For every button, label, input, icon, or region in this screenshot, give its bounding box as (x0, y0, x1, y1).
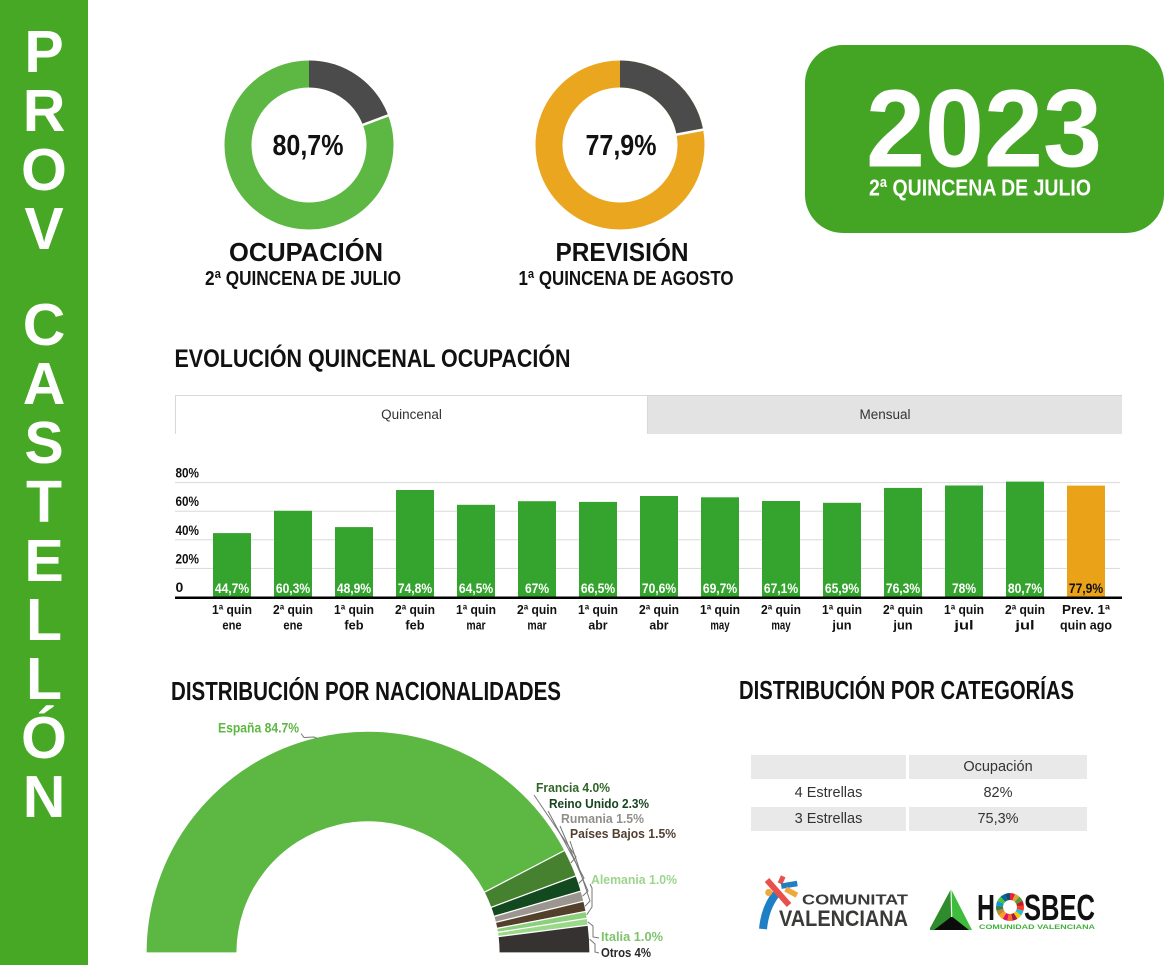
svg-text:Otros 4%: Otros 4% (601, 945, 651, 960)
svg-text:ene: ene (222, 618, 241, 633)
svg-text:69,7%: 69,7% (703, 581, 738, 597)
svg-text:74,8%: 74,8% (398, 581, 433, 597)
svg-text:EVOLUCIÓN QUINCENAL OCUPACIÓN: EVOLUCIÓN QUINCENAL OCUPACIÓN (175, 343, 571, 373)
svg-text:may: may (710, 618, 730, 633)
svg-text:2ª quin: 2ª quin (517, 602, 557, 617)
svg-text:Italia 1.0%: Italia 1.0% (601, 929, 663, 944)
svg-text:65,9%: 65,9% (825, 581, 860, 597)
svg-text:mar: mar (466, 618, 485, 633)
svg-text:1ª quin: 1ª quin (456, 602, 496, 617)
svg-text:Prev. 1ª: Prev. 1ª (1062, 602, 1110, 617)
svg-text:2ª QUINCENA DE JULIO: 2ª QUINCENA DE JULIO (205, 268, 401, 290)
svg-text:Alemania 1.0%: Alemania 1.0% (591, 872, 677, 887)
svg-text:VALENCIANA: VALENCIANA (779, 906, 908, 931)
svg-text:DISTRIBUCIÓN POR CATEGORÍAS: DISTRIBUCIÓN POR CATEGORÍAS (739, 675, 1074, 705)
svg-text:España 84.7%: España 84.7% (218, 720, 299, 736)
svg-text:78%: 78% (952, 581, 976, 597)
svg-text:77,9%: 77,9% (586, 130, 657, 162)
svg-text:77,9%: 77,9% (1069, 581, 1104, 597)
svg-text:COMUNIDAD VALENCIANA: COMUNIDAD VALENCIANA (979, 924, 1096, 931)
svg-text:Reino Unido 2.3%: Reino Unido 2.3% (549, 796, 649, 811)
svg-text:jun: jun (831, 618, 851, 633)
svg-text:1ª quin: 1ª quin (944, 602, 984, 617)
svg-text:2ª quin: 2ª quin (639, 602, 679, 617)
svg-text:76,3%: 76,3% (886, 581, 921, 597)
svg-text:2023: 2023 (866, 68, 1102, 191)
svg-text:1ª quin: 1ª quin (700, 602, 740, 617)
svg-text:2ª quin: 2ª quin (883, 602, 923, 617)
svg-text:may: may (771, 618, 791, 633)
svg-text:2ª quin: 2ª quin (1005, 602, 1045, 617)
svg-text:Rumania 1.5%: Rumania 1.5% (561, 811, 644, 826)
svg-text:Países Bajos 1.5%: Países Bajos 1.5% (570, 826, 676, 841)
svg-text:mar: mar (527, 618, 546, 633)
svg-text:COMUNITAT: COMUNITAT (802, 893, 908, 909)
svg-text:60%: 60% (176, 493, 200, 509)
svg-text:20%: 20% (176, 550, 200, 566)
svg-text:44,7%: 44,7% (215, 581, 250, 597)
svg-text:OCUPACIÓN: OCUPACIÓN (229, 237, 383, 267)
svg-text:jul: jul (953, 618, 973, 633)
svg-text:1ª quin: 1ª quin (334, 602, 374, 617)
svg-text:1ª quin: 1ª quin (578, 602, 618, 617)
svg-text:ene: ene (283, 618, 302, 633)
svg-text:0: 0 (176, 579, 184, 595)
svg-text:2ª QUINCENA DE JULIO: 2ª QUINCENA DE JULIO (869, 175, 1091, 201)
svg-text:67,1%: 67,1% (764, 581, 799, 597)
svg-text:48,9%: 48,9% (337, 581, 372, 597)
svg-text:abr: abr (588, 618, 607, 633)
svg-text:80%: 80% (176, 465, 200, 481)
svg-text:1ª QUINCENA DE AGOSTO: 1ª QUINCENA DE AGOSTO (519, 268, 734, 290)
svg-text:Francia 4.0%: Francia 4.0% (536, 780, 610, 795)
svg-text:jul: jul (1014, 618, 1034, 633)
svg-text:66,5%: 66,5% (581, 581, 616, 597)
svg-text:40%: 40% (176, 522, 200, 538)
svg-text:2ª quin: 2ª quin (273, 602, 313, 617)
svg-text:feb: feb (405, 618, 424, 633)
svg-text:DISTRIBUCIÓN POR NACIONALIDADE: DISTRIBUCIÓN POR NACIONALIDADES (171, 676, 561, 706)
svg-text:2ª quin: 2ª quin (395, 602, 435, 617)
svg-text:SBEC: SBEC (1024, 887, 1095, 928)
svg-text:80,7%: 80,7% (1008, 581, 1043, 597)
svg-text:1ª quin: 1ª quin (822, 602, 862, 617)
svg-text:80,7%: 80,7% (273, 130, 344, 162)
svg-text:abr: abr (649, 618, 668, 633)
svg-text:feb: feb (344, 618, 363, 633)
svg-text:1ª quin: 1ª quin (212, 602, 252, 617)
svg-text:70,6%: 70,6% (642, 581, 677, 597)
svg-text:jun: jun (892, 618, 912, 633)
svg-text:PREVISIÓN: PREVISIÓN (556, 237, 689, 267)
svg-text:quin ago: quin ago (1060, 618, 1112, 633)
svg-text:64,5%: 64,5% (459, 581, 494, 597)
svg-text:67%: 67% (525, 581, 549, 597)
svg-text:2ª quin: 2ª quin (761, 602, 801, 617)
svg-text:60,3%: 60,3% (276, 581, 311, 597)
svg-text:H: H (977, 887, 995, 928)
